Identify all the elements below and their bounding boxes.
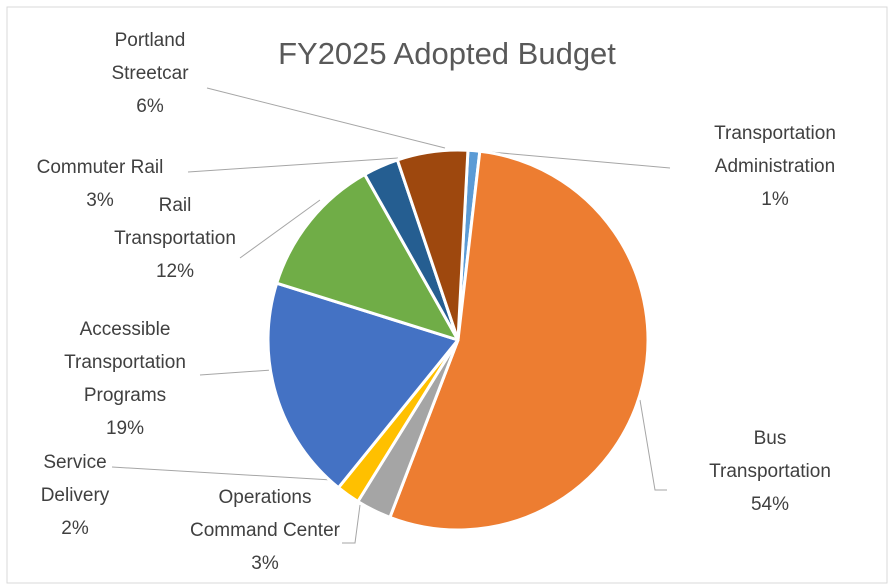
slice-category: Service Delivery [40,452,110,506]
slice-value: 54% [750,494,790,515]
chart-border [6,6,888,584]
slice-value: 12% [155,261,195,282]
slice-category: Transportation Administration [714,123,836,177]
leader-line [639,399,667,491]
slice-label: Commuter Rail 3% [0,151,200,217]
slice-category: Rail Transportation [114,195,236,249]
leader-lines [111,87,671,544]
leader-line [199,369,273,376]
pie-slice [388,149,650,532]
slice-value: 19% [105,418,145,439]
slice-label: Rail Transportation 12% [100,189,250,288]
slice-value: 6% [136,96,164,117]
pie-slice [395,148,470,342]
slice-value: 2% [61,518,89,539]
slice-value: 3% [251,553,279,574]
slice-label: Accessible Transportation Programs 19% [40,313,210,445]
leader-line [111,466,333,481]
leader-line [239,199,321,259]
slice-category: Operations Command Center [190,487,340,541]
slice-category: Bus Transportation [709,428,831,482]
leader-line [489,151,671,169]
leader-line [342,504,361,544]
slice-label: Transportation Administration 1% [685,117,865,216]
chart-title: FY2025 Adopted Budget [278,36,616,71]
slice-category: Commuter Rail [36,157,164,178]
leader-line [206,87,446,149]
slice-label: Bus Transportation 54% [695,422,845,521]
slice-label: Portland Streetcar 6% [95,24,205,123]
slice-category: Accessible Transportation Programs [64,319,186,406]
slice-label: Service Delivery 2% [30,446,120,545]
slice-category: Portland Streetcar [111,30,189,84]
slice-value: 3% [86,190,114,211]
slice-value: 1% [761,189,789,210]
pie-slice [275,172,460,342]
pie-slice [266,281,460,490]
leader-line [187,157,399,173]
slice-label: Operations Command Center 3% [178,481,353,580]
